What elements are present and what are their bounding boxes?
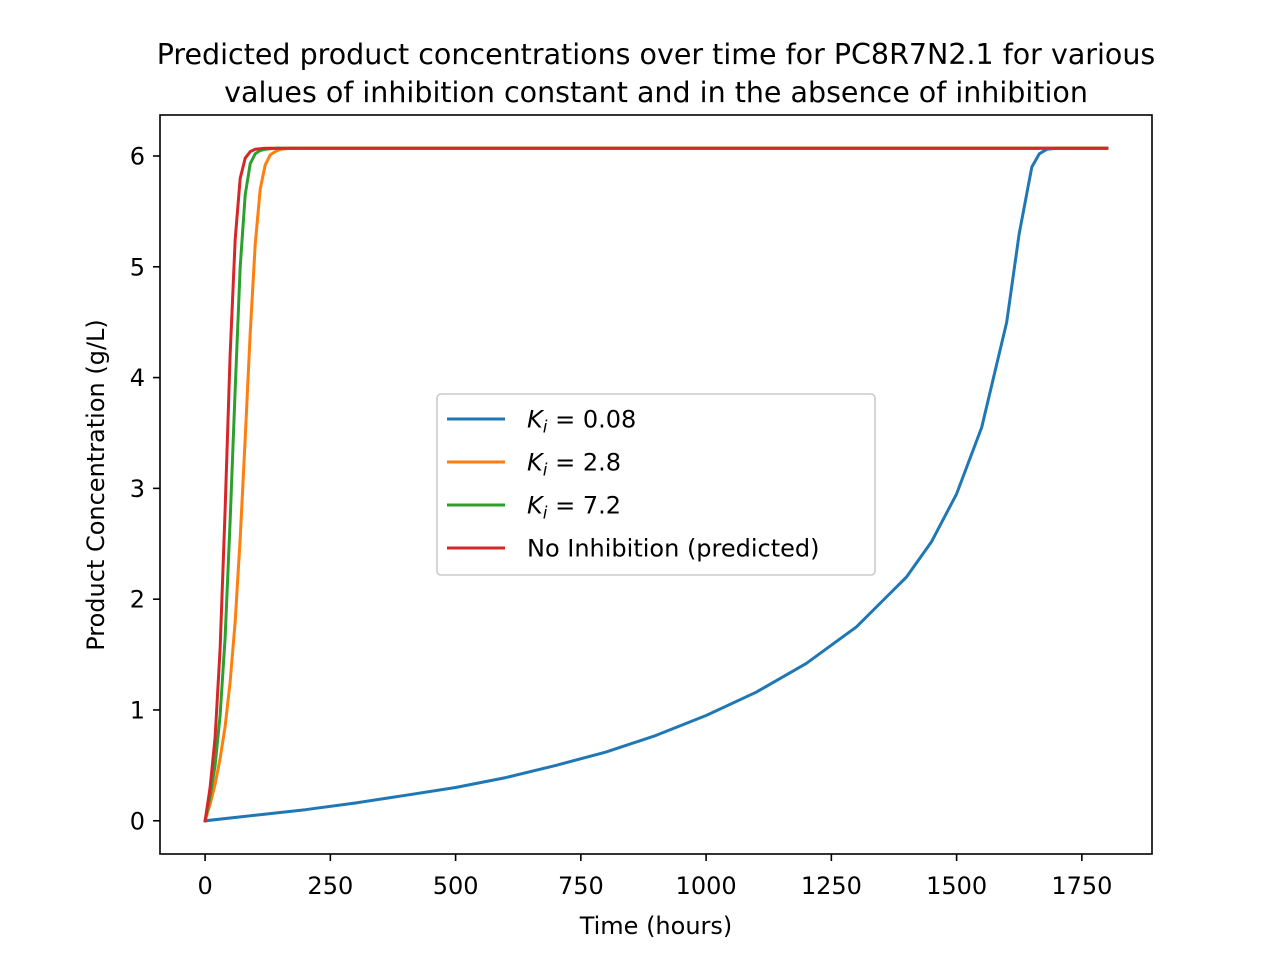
- legend-label-3: Ki = 7.2: [527, 492, 621, 524]
- series-line-1: [203, 146, 1109, 823]
- legend: Ki = 0.08 Ki = 2.8 Ki = 7.2 No Inhibition (…: [436, 393, 876, 576]
- x-tick-label-0: 0: [197, 872, 212, 900]
- series-line-4: [203, 146, 1109, 823]
- y-tick-label-6: 6: [130, 142, 145, 170]
- y-tick-label-1: 1: [130, 696, 145, 724]
- x-tick-label-7: 1750: [1051, 872, 1112, 900]
- y-tick-label-3: 3: [130, 475, 145, 503]
- x-tick-label-2: 500: [433, 872, 479, 900]
- x-axis-title: Time (hours): [579, 912, 733, 940]
- x-tick-label-4: 1000: [676, 872, 737, 900]
- x-tick-label-5: 1250: [801, 872, 862, 900]
- y-axis-title: Product Concentration (g/L): [82, 319, 110, 651]
- legend-label-1: Ki = 0.08: [527, 406, 636, 438]
- y-tick-label-0: 0: [130, 807, 145, 835]
- legend-box: [436, 393, 876, 576]
- series-layer: [203, 146, 1109, 823]
- chart-title-line-1: Predicted product concentrations over ti…: [157, 38, 1156, 71]
- legend-label-2: Ki = 2.8: [527, 449, 621, 481]
- tick-layer: 0 250 500 750 1000 1250 1500 1750 0 1 2 3 4 5 6: [130, 142, 1113, 900]
- y-tick-label-5: 5: [130, 253, 145, 281]
- x-tick-label-1: 250: [307, 872, 353, 900]
- chart-title-line-2: values of inhibition constant and in the…: [224, 76, 1088, 109]
- y-tick-label-4: 4: [130, 364, 145, 392]
- y-tick-label-2: 2: [130, 586, 145, 614]
- legend-label-4: No Inhibition (predicted): [527, 535, 820, 563]
- x-tick-label-6: 1500: [926, 872, 987, 900]
- plot-frame: [159, 114, 1153, 855]
- x-tick-label-3: 750: [558, 872, 604, 900]
